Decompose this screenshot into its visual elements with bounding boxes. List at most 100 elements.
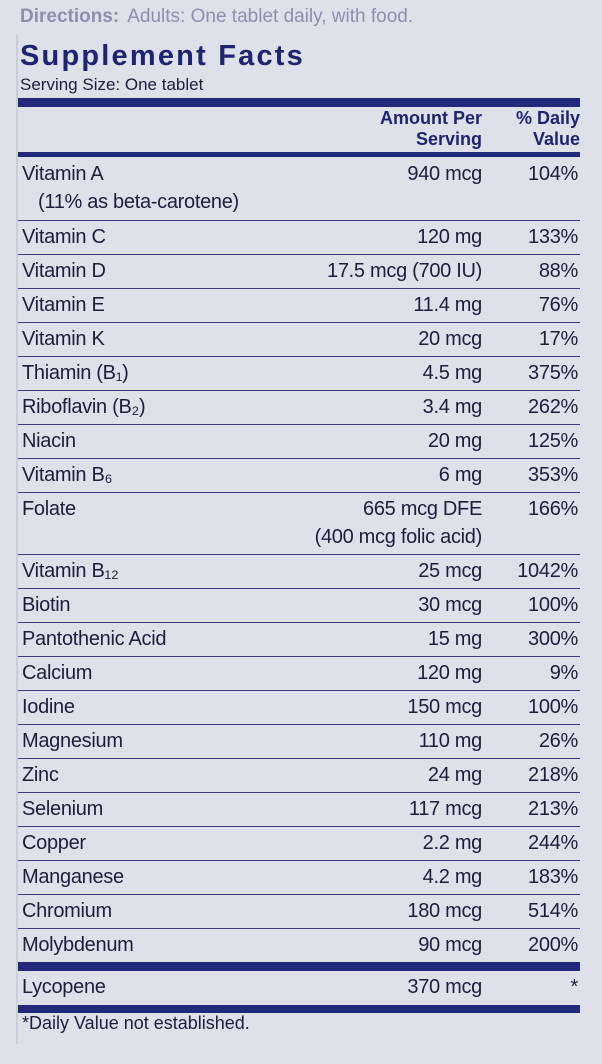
name-line: Riboflavin (B₂)	[22, 396, 146, 418]
amount-header: Amount Per Serving	[380, 108, 482, 150]
nutrient-amount: 90 mcg	[418, 931, 482, 959]
amount-line: 24 mg	[427, 764, 482, 786]
nutrient-row: Vitamin C 120 mg 133%	[18, 220, 580, 255]
serving-size: Serving Size: One tablet	[20, 75, 204, 94]
daily-value: 1042%	[517, 560, 578, 582]
amount-line: 11.4 mg	[413, 294, 482, 316]
daily-value: 76%	[538, 294, 578, 316]
amount-line: 20 mcg	[418, 328, 482, 350]
nutrient-row: Vitamin A (11% as beta-carotene) 940 mcg 10…	[18, 158, 580, 220]
nutrient-name: Thiamin (B₁)	[22, 359, 129, 387]
nutrient-amount: 25 mcg	[418, 557, 482, 585]
footnote: *Daily Value not established.	[22, 1013, 250, 1033]
nutrient-name: Chromium	[22, 897, 112, 925]
daily-value: 166%	[528, 498, 578, 520]
nutrient-name: Selenium	[22, 795, 103, 823]
name-line: Folate	[22, 498, 76, 520]
nutrient-amount: 117 mcg	[409, 795, 482, 823]
amount-line: 117 mcg	[408, 798, 482, 820]
nutrient-row: Selenium 117 mcg 213%	[18, 792, 580, 827]
name-line: Vitamin E	[22, 294, 105, 316]
nutrient-amount: 180 mcg	[407, 897, 482, 925]
name-line: Chromium	[22, 900, 112, 922]
daily-value: 183%	[528, 866, 578, 888]
nutrient-amount: 370 mcg	[407, 973, 482, 1001]
nutrient-amount: 15 mg	[428, 625, 482, 653]
nutrient-name: Molybdenum	[22, 931, 134, 959]
daily-value: 300%	[528, 628, 578, 650]
header-line: Value	[532, 129, 580, 149]
nutrient-name: Vitamin K	[22, 325, 105, 353]
directions-text: Adults: One tablet daily, with food.	[127, 6, 414, 27]
amount-line: 4.2 mg	[422, 866, 483, 888]
daily-value: 100%	[528, 696, 578, 718]
amount-line: 2.2 mg	[422, 832, 483, 854]
amount-line: 20 mg	[427, 430, 482, 452]
nutrient-name: Manganese	[22, 863, 124, 891]
nutrient-name: Vitamin E	[22, 291, 105, 319]
name-line: Thiamin (B₁)	[22, 362, 129, 384]
name-line: Pantothenic Acid	[22, 628, 167, 650]
nutrient-row: Magnesium 110 mg 26%	[18, 724, 580, 759]
amount-line: 15 mg	[427, 628, 482, 650]
nutrient-name: Lycopene	[22, 973, 106, 1001]
nutrient-row: Copper 2.2 mg 244%	[18, 826, 580, 861]
nutrient-amount: 4.5 mg	[423, 359, 483, 387]
nutrient-name: Riboflavin (B₂)	[22, 393, 146, 421]
header-line: Amount Per	[379, 108, 482, 128]
nutrient-name: Copper	[22, 829, 86, 857]
daily-value: 17%	[538, 328, 578, 350]
name-line: Biotin	[22, 594, 71, 616]
nutrient-row: Vitamin E 11.4 mg 76%	[18, 288, 580, 323]
daily-value: 213%	[528, 798, 578, 820]
name-line: (11% as beta-carotene)	[38, 191, 239, 213]
header-line: % Daily	[515, 108, 580, 128]
nutrient-name: Calcium	[22, 659, 92, 687]
daily-value: 9%	[549, 662, 579, 684]
nutrient-row: Pantothenic Acid 15 mg 300%	[18, 622, 580, 657]
nutrient-row: Vitamin D 17.5 mcg (700 IU) 88%	[18, 254, 580, 289]
name-line: Selenium	[22, 798, 103, 820]
amount-line: 25 mcg	[418, 560, 482, 582]
amount-line: 6 mg	[438, 464, 483, 486]
daily-value: 375%	[528, 362, 578, 384]
nutrient-amount: 120 mg	[417, 659, 482, 687]
name-line: Calcium	[22, 662, 93, 684]
nutrient-name: Folate	[22, 495, 76, 523]
amount-line: 180 mcg	[407, 900, 482, 922]
nutrient-amount: 30 mcg	[418, 591, 482, 619]
dv-header: % Daily Value	[516, 108, 580, 150]
thick-rule	[18, 1005, 580, 1013]
nutrient-amount: 24 mg	[428, 761, 482, 789]
nutrient-name: Magnesium	[22, 727, 123, 755]
nutrient-row: Thiamin (B₁) 4.5 mg 375%	[18, 356, 580, 391]
thick-rule	[18, 962, 580, 971]
nutrient-amount: 120 mg	[417, 223, 482, 251]
nutrient-amount: 4.2 mg	[422, 863, 483, 891]
nutrient-name: Vitamin D	[22, 257, 106, 285]
label-box	[16, 34, 584, 1044]
thick-rule	[18, 98, 580, 107]
daily-value: 125%	[528, 430, 578, 452]
nutrient-amount: 150 mcg	[407, 693, 482, 721]
nutrient-name: Vitamin C	[22, 223, 106, 251]
amount-line: 30 mcg	[418, 594, 482, 616]
name-line: Niacin	[22, 430, 76, 452]
name-line: Vitamin B₁₂	[22, 560, 119, 582]
nutrient-amount: 2.2 mg	[422, 829, 483, 857]
daily-value: 514%	[528, 900, 578, 922]
nutrient-name: Zinc	[22, 761, 59, 789]
nutrient-name: Pantothenic Acid	[22, 625, 167, 653]
name-line: Vitamin C	[22, 226, 106, 248]
amount-line: 120 mg	[417, 662, 482, 684]
nutrient-name: Biotin	[22, 591, 71, 619]
name-line: Manganese	[22, 866, 124, 888]
name-line: Molybdenum	[22, 934, 134, 956]
nutrient-row: Molybdenum 90 mcg 200%	[18, 928, 580, 963]
nutrient-row: Biotin 30 mcg 100%	[18, 588, 580, 623]
daily-value: 353%	[528, 464, 578, 486]
nutrient-row: Lycopene 370 mcg *	[18, 971, 580, 1005]
amount-line: 110 mg	[418, 730, 483, 752]
medium-rule	[18, 152, 580, 157]
